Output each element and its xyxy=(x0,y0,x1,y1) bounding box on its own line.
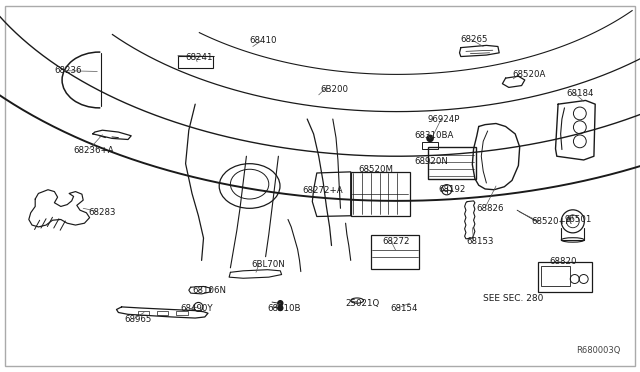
Text: 68920N: 68920N xyxy=(415,157,449,166)
Text: 68310BA: 68310BA xyxy=(415,131,454,140)
Text: 96501: 96501 xyxy=(564,215,592,224)
Text: 68106N: 68106N xyxy=(192,286,226,295)
Circle shape xyxy=(426,135,434,142)
Circle shape xyxy=(277,305,284,311)
Wedge shape xyxy=(101,43,138,117)
Text: 68265: 68265 xyxy=(461,35,488,44)
Text: 6BL70N: 6BL70N xyxy=(252,260,285,269)
Text: R680003Q: R680003Q xyxy=(577,346,621,355)
Text: 96924P: 96924P xyxy=(428,115,460,124)
Text: 68490Y: 68490Y xyxy=(180,304,213,313)
Text: 68272+A: 68272+A xyxy=(302,186,342,195)
Text: 6B200: 6B200 xyxy=(320,85,348,94)
Text: 68272: 68272 xyxy=(383,237,410,246)
Text: 68520M: 68520M xyxy=(358,165,394,174)
Text: 68236: 68236 xyxy=(54,66,82,75)
Text: 68153: 68153 xyxy=(466,237,493,246)
Text: 68520A: 68520A xyxy=(512,70,545,79)
Text: 68965: 68965 xyxy=(125,315,152,324)
Text: 25021Q: 25021Q xyxy=(346,299,380,308)
Text: 68241: 68241 xyxy=(186,53,213,62)
Text: 68192: 68192 xyxy=(438,185,466,194)
Text: 68820: 68820 xyxy=(549,257,577,266)
Text: 68236+A: 68236+A xyxy=(74,146,114,155)
Text: 68184: 68184 xyxy=(566,89,594,97)
Text: 68310B: 68310B xyxy=(268,304,301,312)
Text: 68283: 68283 xyxy=(88,208,116,217)
Circle shape xyxy=(277,300,284,307)
Text: 68410: 68410 xyxy=(250,36,277,45)
Text: 68520+A: 68520+A xyxy=(531,217,572,226)
Text: 68826: 68826 xyxy=(477,204,504,213)
Text: SEE SEC. 280: SEE SEC. 280 xyxy=(483,294,543,303)
Text: 68154: 68154 xyxy=(390,304,418,313)
